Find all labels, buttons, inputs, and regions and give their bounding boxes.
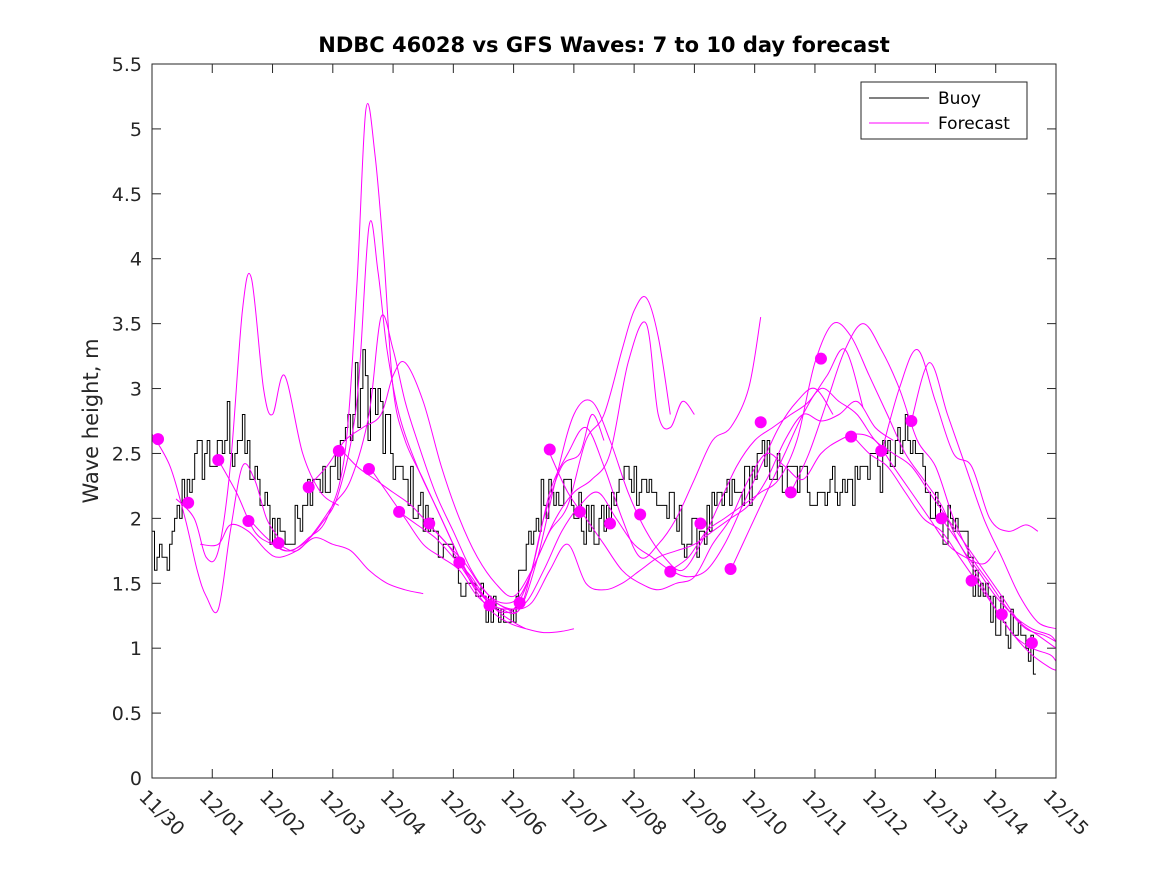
forecast-series-run20: [941, 518, 1057, 671]
y-tick-label: 0.5: [112, 703, 142, 725]
forecast-marker: [242, 514, 255, 527]
forecast-marker: [332, 444, 345, 457]
axes-box: [151, 63, 1057, 779]
y-tick-label: 0: [130, 768, 142, 790]
forecast-marker: [573, 505, 586, 518]
forecast-series-run16: [790, 323, 1057, 643]
forecast-marker: [393, 505, 406, 518]
y-tick-label: 2: [130, 508, 142, 530]
legend-buoy-label: Buoy: [938, 89, 981, 109]
forecast-marker: [543, 443, 556, 456]
forecast-series-run18: [910, 362, 1057, 630]
forecast-marker: [152, 433, 165, 446]
forecast-series-run2: [175, 272, 340, 563]
forecast-marker: [212, 453, 225, 466]
forecast-marker: [483, 599, 496, 612]
forecast-series-run11: [428, 348, 864, 615]
forecast-series-run8: [338, 321, 695, 604]
forecast-marker: [362, 463, 375, 476]
forecast-marker: [724, 562, 737, 575]
forecast-marker: [754, 416, 767, 429]
forecast-marker: [604, 517, 617, 530]
forecast-marker: [182, 496, 195, 509]
forecast-series-run9: [368, 317, 762, 614]
forecast-series-run6: [278, 314, 605, 614]
y-axis-ticks: 0 0.5 1 1.5 2 2.5 3 3.5 4 4.5 5 5.5: [112, 54, 1056, 790]
legend: Buoy Forecast: [860, 81, 1028, 140]
forecast-series-run12: [458, 400, 894, 610]
forecast-marker: [965, 574, 978, 587]
forecast-series-run13: [549, 433, 997, 591]
forecast-series-run14: [670, 322, 1057, 643]
forecast-marker: [513, 596, 526, 609]
forecast-marker: [664, 565, 677, 578]
forecast-marker: [634, 508, 647, 521]
forecast-marker: [995, 608, 1008, 621]
y-tick-label: 3: [130, 379, 142, 401]
y-tick-label: 3.5: [112, 314, 142, 336]
chart-title: NDBC 46028 vs GFS Waves: 7 to 10 day for…: [318, 33, 889, 57]
forecast-marker: [272, 537, 285, 550]
legend-box: [860, 81, 1028, 140]
y-tick-label: 2.5: [112, 443, 142, 465]
plot-area: [151, 102, 1057, 675]
y-tick-label: 1: [130, 638, 142, 660]
forecast-marker: [302, 481, 315, 494]
forecast-marker: [784, 486, 797, 499]
legend-forecast-label: Forecast: [938, 114, 1010, 134]
y-tick-label: 4.5: [112, 184, 142, 206]
forecast-series-run19: [880, 349, 1039, 532]
forecast-marker: [423, 517, 436, 530]
y-axis-label: Wave height, m: [79, 338, 103, 503]
y-tick-label: 1.5: [112, 573, 142, 595]
forecast-marker: [845, 430, 858, 443]
forecast-series-run10: [398, 387, 834, 610]
y-tick-label: 5: [130, 119, 142, 141]
forecast-marker: [694, 517, 707, 530]
forecast-series-run15: [730, 387, 1057, 649]
y-tick-label: 5.5: [112, 54, 142, 76]
forecast-marker: [905, 415, 918, 427]
forecast-marker: [814, 352, 827, 365]
forecast-marker: [453, 556, 466, 569]
forecast-marker: [875, 444, 888, 457]
forecast-series-run1: [151, 433, 280, 614]
y-tick-label: 4: [130, 249, 142, 271]
forecast-marker: [1025, 636, 1038, 649]
forecast-series-run7: [308, 296, 671, 598]
forecast-marker: [935, 512, 948, 525]
